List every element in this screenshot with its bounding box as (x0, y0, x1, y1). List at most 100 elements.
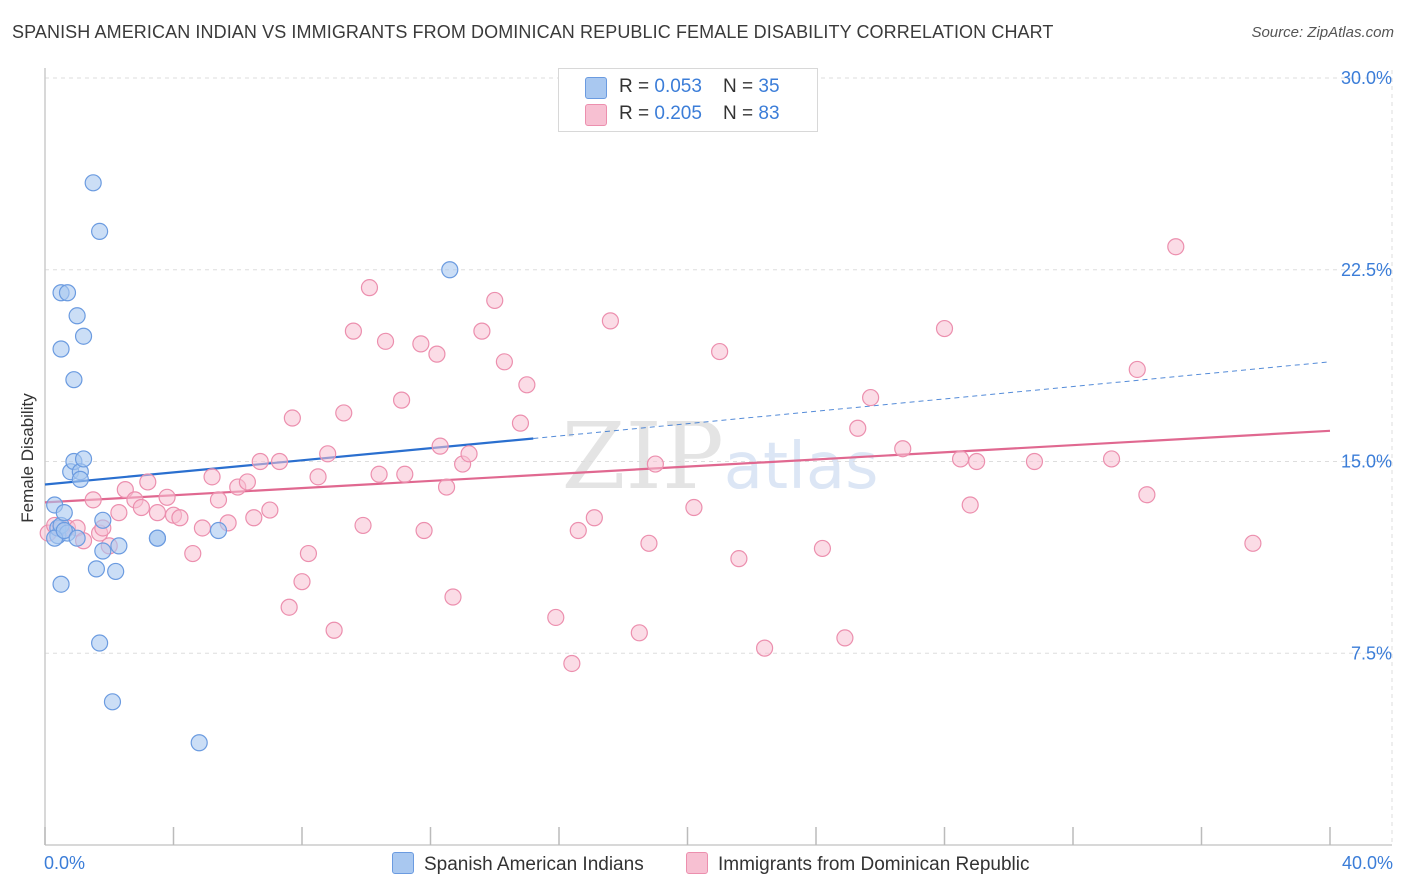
point-dominican (412, 335, 430, 353)
watermark-zip: ZIP (562, 403, 724, 510)
point-dominican (935, 319, 954, 338)
point-dominican (396, 465, 414, 483)
point-dominican (270, 452, 289, 471)
legend-n-value: 35 (758, 76, 780, 97)
point-dominican (132, 498, 150, 517)
legend-r-value: 0.053 (654, 76, 702, 97)
point-dominican (280, 598, 298, 616)
point-dominican (283, 409, 301, 427)
point-spanish-american-indian (91, 222, 109, 240)
legend-swatch-blue (585, 77, 607, 99)
x-tick-label: 40.0% (1342, 853, 1393, 873)
point-spanish-american-indian (52, 575, 70, 593)
point-dominican (1138, 486, 1156, 504)
y-tick-label: 22.5% (1341, 260, 1392, 280)
point-dominican (961, 496, 979, 514)
legend-r-value: 0.205 (654, 103, 702, 124)
point-dominican (203, 468, 221, 486)
point-dominican (245, 509, 263, 527)
point-spanish-american-indian (110, 537, 128, 555)
point-dominican (630, 624, 648, 642)
point-dominican (646, 455, 664, 473)
point-spanish-american-indian (65, 371, 83, 389)
point-dominican (193, 519, 212, 537)
point-spanish-american-indian (55, 504, 73, 522)
point-dominican (563, 654, 581, 673)
point-dominican (148, 504, 167, 522)
point-dominican (511, 414, 530, 432)
point-spanish-american-indian (190, 734, 208, 752)
legend-n-label: N = (723, 76, 759, 97)
bottom-legend-swatch-pink (686, 852, 708, 874)
point-dominican (209, 491, 228, 509)
point-dominican (293, 573, 311, 591)
point-dominican (1244, 534, 1262, 552)
grid-lines (45, 70, 1393, 845)
point-dominican (158, 488, 176, 506)
point-dominican (473, 322, 491, 340)
point-dominican (1128, 360, 1146, 379)
point-dominican (460, 445, 478, 463)
point-dominican (755, 639, 774, 657)
source-label: Source: ZipAtlas.com (1251, 24, 1394, 41)
point-dominican (344, 322, 362, 340)
point-spanish-american-indian (74, 450, 93, 468)
point-dominican (1025, 452, 1044, 471)
bottom-legend-label: Immigrants from Dominican Republic (718, 854, 1030, 875)
point-dominican (437, 478, 456, 496)
legend-swatch-pink (585, 104, 607, 126)
point-spanish-american-indian (148, 529, 167, 547)
point-dominican (251, 452, 269, 471)
tick-labels: 7.5% 15.0% 22.5% 30.0% 0.0% 40.0% (44, 68, 1393, 873)
point-dominican (360, 279, 379, 297)
point-spanish-american-indian (55, 521, 73, 540)
watermark: ZIPatlas (562, 403, 879, 510)
legend-n-label: N = (723, 103, 759, 124)
point-dominican (184, 544, 202, 563)
data-points (39, 174, 1262, 752)
legend-r-label: R = (619, 76, 655, 97)
point-dominican (110, 504, 128, 522)
point-spanish-american-indian (94, 542, 112, 560)
point-dominican (730, 550, 748, 568)
point-dominican (376, 332, 395, 350)
legend-r-label: R = (619, 103, 655, 124)
correlation-legend: R = 0.053 N = 35 R = 0.205 N = 83 (558, 68, 818, 132)
point-spanish-american-indian (94, 511, 112, 529)
point-spanish-american-indian (91, 634, 109, 652)
point-dominican (486, 291, 504, 310)
watermark-atlas: atlas (724, 430, 879, 504)
point-dominican (431, 437, 449, 455)
point-dominican (299, 544, 318, 563)
point-dominican (547, 608, 565, 627)
point-dominican (968, 452, 986, 471)
point-spanish-american-indian (58, 284, 77, 302)
point-dominican (392, 391, 411, 409)
point-dominican (894, 440, 912, 458)
axes (44, 68, 1392, 846)
point-dominican (585, 509, 603, 527)
chart-title: SPANISH AMERICAN INDIAN VS IMMIGRANTS FR… (12, 22, 1054, 42)
point-dominican (261, 501, 279, 519)
point-spanish-american-indian (68, 307, 86, 325)
point-dominican (370, 465, 388, 483)
point-dominican (1167, 238, 1185, 256)
point-dominican (711, 342, 729, 361)
point-dominican (171, 509, 189, 527)
trend-line-spanish-american-indian (44, 437, 534, 486)
point-spanish-american-indian (87, 560, 106, 578)
point-spanish-american-indian (84, 174, 102, 192)
point-dominican (495, 353, 513, 371)
point-dominican (84, 491, 102, 509)
bottom-legend-series2: Immigrants from Dominican Republic (686, 852, 1030, 876)
y-tick-label: 15.0% (1341, 452, 1392, 472)
point-dominican (309, 468, 327, 486)
bottom-legend-swatch-blue (392, 852, 414, 874)
point-dominican (238, 473, 256, 491)
x-tick-label: 0.0% (44, 853, 85, 873)
point-dominican (836, 629, 854, 647)
point-dominican (1102, 450, 1121, 468)
point-spanish-american-indian (103, 693, 122, 711)
point-spanish-american-indian (52, 340, 70, 358)
